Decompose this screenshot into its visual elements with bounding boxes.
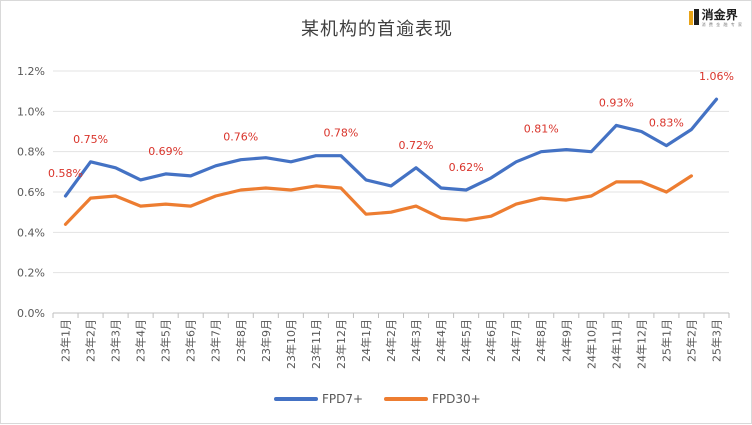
- data-label: 0.69%: [148, 145, 183, 158]
- x-tick-label: 23年5月: [159, 319, 173, 362]
- x-tick-label: 23年8月: [234, 319, 248, 362]
- logo-name: 消金界: [701, 8, 738, 22]
- y-tick-label: 0.2%: [17, 267, 45, 280]
- x-tick-label: 25年3月: [709, 319, 723, 362]
- x-tick-label: 23年4月: [134, 319, 148, 362]
- x-tick-label: 24年2月: [384, 319, 398, 362]
- x-tick-label: 23年9月: [259, 319, 273, 362]
- series-line-fpd7: [63, 97, 719, 198]
- data-label: 0.83%: [649, 117, 684, 130]
- brand-logo: 消金界 消 费 金 融 专 家: [688, 8, 743, 27]
- logo-mark-icon: [688, 9, 699, 25]
- y-tick-label: 0.6%: [17, 186, 45, 199]
- data-label: 1.06%: [699, 70, 734, 83]
- x-tick-label: 23年6月: [184, 319, 198, 362]
- logo-subtitle: 消 费 金 融 专 家: [701, 22, 743, 27]
- data-label: 0.93%: [599, 96, 634, 109]
- data-label: 0.76%: [223, 131, 258, 144]
- x-tick-label: 23年10月: [284, 319, 298, 369]
- y-tick-label: 0.4%: [17, 226, 45, 239]
- x-tick-label: 24年7月: [509, 319, 523, 362]
- x-tick-label: 25年1月: [659, 319, 673, 362]
- x-tick-label: 24年12月: [634, 319, 648, 369]
- data-label: 0.72%: [399, 139, 434, 152]
- x-tick-label: 23年1月: [59, 319, 73, 362]
- x-tick-label: 23年12月: [334, 319, 348, 369]
- chart-title: 某机构的首逾表现: [301, 19, 453, 40]
- x-tick-label: 25年2月: [684, 319, 698, 362]
- data-label: 0.58%: [48, 167, 83, 180]
- x-tick-label: 23年7月: [209, 319, 223, 362]
- data-label: 0.75%: [73, 133, 108, 146]
- x-tick-label: 24年4月: [434, 319, 448, 362]
- x-tick-label: 24年5月: [459, 319, 473, 362]
- x-tick-label: 24年10月: [584, 319, 598, 369]
- x-tick-label: 24年8月: [534, 319, 548, 362]
- legend-label: FPD30+: [432, 392, 481, 406]
- x-tick-label: 24年11月: [609, 319, 623, 369]
- y-tick-label: 0.8%: [17, 146, 45, 159]
- x-tick-label: 24年6月: [484, 319, 498, 362]
- data-label: 0.81%: [524, 123, 559, 136]
- legend-label: FPD7+: [322, 392, 363, 406]
- x-tick-label: 24年3月: [409, 319, 423, 362]
- y-tick-label: 1.2%: [17, 65, 45, 78]
- data-label: 0.78%: [323, 127, 358, 140]
- x-tick-label: 24年9月: [559, 319, 573, 362]
- x-tick-label: 24年1月: [359, 319, 373, 362]
- data-label: 0.62%: [449, 161, 484, 174]
- y-tick-label: 1.0%: [17, 105, 45, 118]
- y-tick-label: 0.0%: [17, 307, 45, 320]
- series-line-fpd30: [63, 174, 694, 226]
- x-tick-label: 23年2月: [84, 319, 98, 362]
- x-tick-label: 23年11月: [309, 319, 323, 369]
- x-tick-label: 23年3月: [109, 319, 123, 362]
